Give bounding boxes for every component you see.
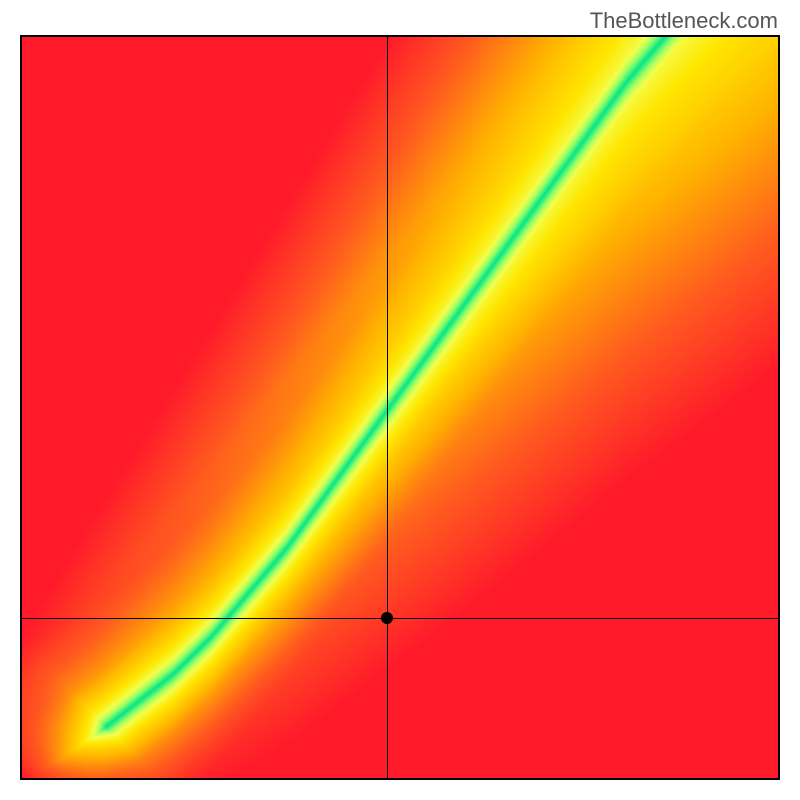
crosshair-vertical [387,37,388,778]
watermark-text: TheBottleneck.com [590,8,778,34]
heatmap-canvas [22,37,778,778]
heatmap-chart [20,35,780,780]
marker-point [381,612,393,624]
crosshair-horizontal [22,618,778,619]
